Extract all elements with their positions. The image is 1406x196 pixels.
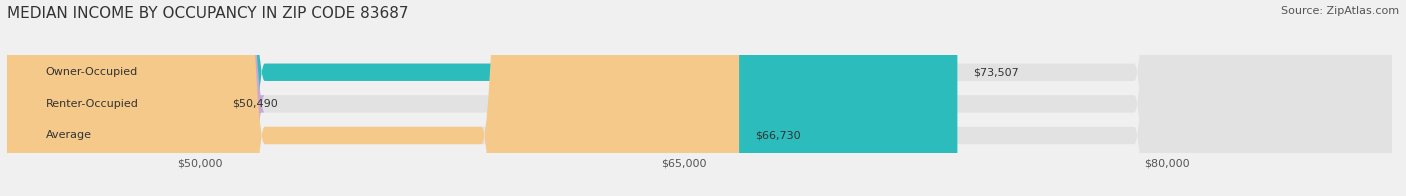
Text: Average: Average xyxy=(45,131,91,141)
Text: Owner-Occupied: Owner-Occupied xyxy=(45,67,138,77)
FancyBboxPatch shape xyxy=(7,0,957,196)
Text: Renter-Occupied: Renter-Occupied xyxy=(45,99,139,109)
Text: MEDIAN INCOME BY OCCUPANCY IN ZIP CODE 83687: MEDIAN INCOME BY OCCUPANCY IN ZIP CODE 8… xyxy=(7,6,409,21)
Text: $73,507: $73,507 xyxy=(973,67,1019,77)
FancyBboxPatch shape xyxy=(7,0,1392,196)
Text: $50,490: $50,490 xyxy=(232,99,278,109)
FancyBboxPatch shape xyxy=(7,0,740,196)
Text: Source: ZipAtlas.com: Source: ZipAtlas.com xyxy=(1281,6,1399,16)
FancyBboxPatch shape xyxy=(7,0,1392,196)
Text: $66,730: $66,730 xyxy=(755,131,801,141)
FancyBboxPatch shape xyxy=(7,0,1392,196)
FancyBboxPatch shape xyxy=(0,0,264,196)
